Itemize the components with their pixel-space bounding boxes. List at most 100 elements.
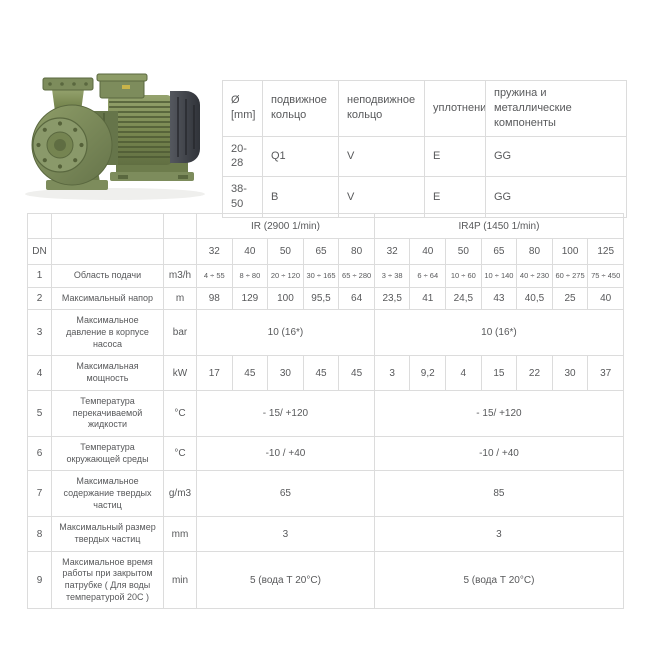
spec-value: 75 ÷ 450 — [587, 264, 624, 288]
seal-cell: GG — [485, 135, 627, 178]
spec-value: 4 ÷ 55 — [196, 264, 233, 288]
seal-materials-table: Ø [mm] подвижное кольцо неподвижное кольцо… — [222, 80, 627, 218]
spec-unit: min — [163, 550, 197, 610]
spec-value: 30 — [267, 355, 304, 391]
spec-dn-value: 125 — [587, 238, 624, 265]
spec-merged-value: 85 — [373, 470, 625, 518]
spec-value: 65 ÷ 280 — [338, 264, 375, 288]
spec-row-number: 2 — [27, 286, 52, 311]
seal-cell: 20-28 — [222, 135, 263, 178]
spec-dn-value: 80 — [516, 238, 553, 265]
spec-value: 25 — [551, 286, 589, 311]
spec-value: 43 — [480, 286, 518, 311]
spec-merged-value: 10 (16*) — [196, 309, 375, 357]
spec-param-name: Область подачи — [51, 264, 164, 288]
spec-value: 23,5 — [373, 286, 411, 311]
pump-illustration — [25, 73, 205, 200]
spec-dn-value: 50 — [267, 238, 304, 265]
spec-value: 4 — [445, 355, 482, 391]
seal-body: 20-28 Q1 V E GG 38-50 B V E GG — [222, 135, 627, 218]
spec-value: 98 — [196, 286, 233, 311]
seal-header-cell: Ø [mm] — [222, 80, 263, 137]
spec-table: IR (2900 1/min) IR4P (1450 1/min) DN 32 40 5… — [27, 213, 625, 610]
spec-merged-value: 65 — [196, 470, 375, 518]
spec-value: 30 ÷ 165 — [302, 264, 340, 288]
spec-value: 64 — [338, 286, 375, 311]
motor-fan-cover — [170, 91, 200, 163]
spec-value: 40 ÷ 230 — [516, 264, 553, 288]
spec-blank-cell — [163, 238, 197, 265]
spec-value: 45 — [338, 355, 375, 391]
spec-row: 1 Область подачи m3/h 4 ÷ 55 8 ÷ 80 20 ÷ 120 3… — [27, 264, 624, 288]
spec-dn-value: 32 — [196, 238, 233, 265]
spec-row-number: 7 — [27, 470, 52, 518]
spec-merged-value: 10 (16*) — [373, 309, 625, 357]
seal-table-row: 20-28 Q1 V E GG — [222, 135, 627, 178]
spec-param-name: Максимальный напор — [51, 286, 164, 311]
spec-unit: bar — [163, 309, 197, 357]
spec-value: 60 ÷ 275 — [551, 264, 589, 288]
spec-row-number: 3 — [27, 309, 52, 357]
spec-merged-value: 3 — [373, 516, 625, 552]
spec-value: 45 — [302, 355, 340, 391]
spec-dn-label: DN — [27, 238, 52, 265]
spec-value: 3 ÷ 38 — [373, 264, 411, 288]
spec-param-name: Максимальная мощность — [51, 355, 164, 391]
spec-row: 5 Температура перекачиваемой жидкости °C - … — [27, 389, 625, 437]
spec-unit: mm — [163, 516, 197, 552]
spec-value: 15 — [480, 355, 518, 391]
spec-value: 6 ÷ 64 — [409, 264, 447, 288]
seal-cell: E — [424, 176, 486, 218]
spec-row-number: 8 — [27, 516, 52, 552]
spec-blank-cell — [51, 213, 164, 239]
spec-dn-value: 65 — [302, 238, 340, 265]
spec-merged-value: 5 (вода Т 20°C) — [196, 550, 375, 610]
spec-unit: °C — [163, 389, 197, 437]
spec-value: 24,5 — [445, 286, 482, 311]
seal-header-row: Ø [mm] подвижное кольцо неподвижное кольцо… — [222, 80, 627, 137]
spec-value: 40,5 — [516, 286, 553, 311]
spec-group-header: IR (2900 1/min) — [196, 213, 375, 239]
spec-dn-value: 32 — [373, 238, 411, 265]
spec-value: 20 ÷ 120 — [267, 264, 304, 288]
suction-flange-bolts — [36, 121, 84, 169]
spec-row-number: 1 — [27, 264, 52, 288]
spec-param-name: Максимальное содержание твердых частиц — [51, 470, 164, 518]
spec-blank-cell — [27, 213, 52, 239]
spec-group-row: IR (2900 1/min) IR4P (1450 1/min) — [27, 213, 625, 239]
spec-dn-value: 40 — [409, 238, 447, 265]
seal-cell: GG — [485, 176, 627, 218]
spec-param-name: Максимальное давление в корпусе насоса — [51, 309, 164, 357]
spec-merged-value: - 15/ +120 — [373, 389, 625, 437]
spec-merged-value: -10 / +40 — [373, 435, 625, 472]
spec-row-number: 6 — [27, 435, 52, 472]
spec-row: 6 Температура окружающей среды °C -10 / +40… — [27, 435, 625, 472]
spec-value: 9,2 — [409, 355, 447, 391]
spec-group-header: IR4P (1450 1/min) — [373, 213, 625, 239]
spec-value: 95,5 — [302, 286, 340, 311]
spec-row: 3 Максимальное давление в корпусе насоса b… — [27, 309, 625, 357]
spec-value: 45 — [231, 355, 269, 391]
spec-value: 3 — [373, 355, 411, 391]
spec-dn-value: 80 — [338, 238, 375, 265]
spec-dn-row: DN 32 40 50 65 80 32 40 50 65 80 100 125 — [27, 238, 624, 265]
spec-value: 30 — [551, 355, 589, 391]
spec-value: 10 ÷ 60 — [445, 264, 482, 288]
spec-dn-value: 40 — [231, 238, 269, 265]
spec-value: 41 — [409, 286, 447, 311]
spec-unit: g/m3 — [163, 470, 197, 518]
spec-value: 17 — [196, 355, 233, 391]
spec-body: 1 Область подачи m3/h 4 ÷ 55 8 ÷ 80 20 ÷ 120 3… — [27, 264, 625, 610]
spec-blank-cell — [163, 213, 197, 239]
seal-header-cell: пружина и металлические компоненты — [485, 80, 627, 137]
spec-param-name: Максимальный размер твердых частиц — [51, 516, 164, 552]
motor-body — [108, 95, 172, 165]
spec-row: 4 Максимальная мощность kW 17 45 30 45 45 3 9,2 4 1… — [27, 355, 624, 391]
spec-merged-value: - 15/ +120 — [196, 389, 375, 437]
spec-value: 129 — [231, 286, 269, 311]
spec-param-name: Температура окружающей среды — [51, 435, 164, 472]
terminal-box — [96, 73, 148, 99]
spec-row: 9 Максимальное время работы при закрытом … — [27, 550, 625, 610]
pump-shadow — [25, 188, 205, 200]
seal-cell: E — [424, 135, 486, 178]
